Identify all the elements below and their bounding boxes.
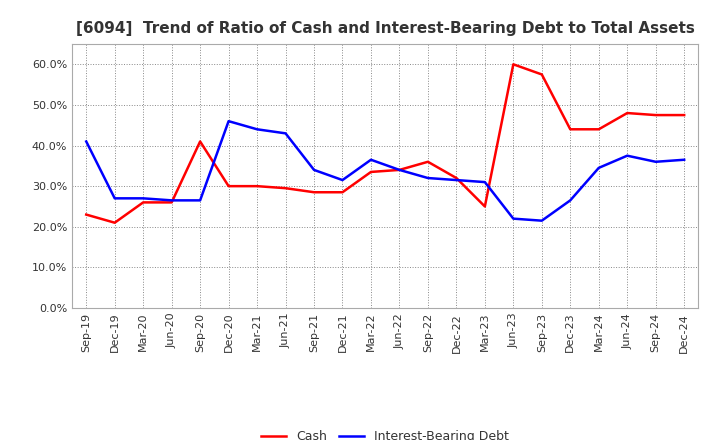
Cash (623, 110, 631, 116)
Cash (139, 200, 148, 205)
Cash (595, 127, 603, 132)
Cash (366, 169, 375, 175)
Interest-Bearing Debt (509, 216, 518, 221)
Interest-Bearing Debt (338, 177, 347, 183)
Interest-Bearing Debt (282, 131, 290, 136)
Cash (680, 113, 688, 118)
Interest-Bearing Debt (480, 180, 489, 185)
Cash (310, 190, 318, 195)
Interest-Bearing Debt (652, 159, 660, 165)
Cash (423, 159, 432, 165)
Interest-Bearing Debt (595, 165, 603, 171)
Cash (167, 200, 176, 205)
Interest-Bearing Debt (225, 118, 233, 124)
Interest-Bearing Debt (139, 196, 148, 201)
Interest-Bearing Debt (110, 196, 119, 201)
Interest-Bearing Debt (253, 127, 261, 132)
Interest-Bearing Debt (196, 198, 204, 203)
Cash (110, 220, 119, 225)
Cash (509, 62, 518, 67)
Interest-Bearing Debt (366, 157, 375, 162)
Cash (566, 127, 575, 132)
Interest-Bearing Debt (310, 167, 318, 172)
Cash (282, 186, 290, 191)
Cash (537, 72, 546, 77)
Legend: Cash, Interest-Bearing Debt: Cash, Interest-Bearing Debt (256, 425, 514, 440)
Line: Cash: Cash (86, 64, 684, 223)
Interest-Bearing Debt (566, 198, 575, 203)
Cash (395, 167, 404, 172)
Cash (652, 113, 660, 118)
Interest-Bearing Debt (537, 218, 546, 224)
Interest-Bearing Debt (167, 198, 176, 203)
Cash (196, 139, 204, 144)
Cash (480, 204, 489, 209)
Interest-Bearing Debt (452, 177, 461, 183)
Cash (82, 212, 91, 217)
Interest-Bearing Debt (82, 139, 91, 144)
Interest-Bearing Debt (423, 176, 432, 181)
Line: Interest-Bearing Debt: Interest-Bearing Debt (86, 121, 684, 221)
Interest-Bearing Debt (623, 153, 631, 158)
Interest-Bearing Debt (395, 167, 404, 172)
Title: [6094]  Trend of Ratio of Cash and Interest-Bearing Debt to Total Assets: [6094] Trend of Ratio of Cash and Intere… (76, 21, 695, 36)
Cash (253, 183, 261, 189)
Cash (225, 183, 233, 189)
Cash (338, 190, 347, 195)
Interest-Bearing Debt (680, 157, 688, 162)
Cash (452, 176, 461, 181)
